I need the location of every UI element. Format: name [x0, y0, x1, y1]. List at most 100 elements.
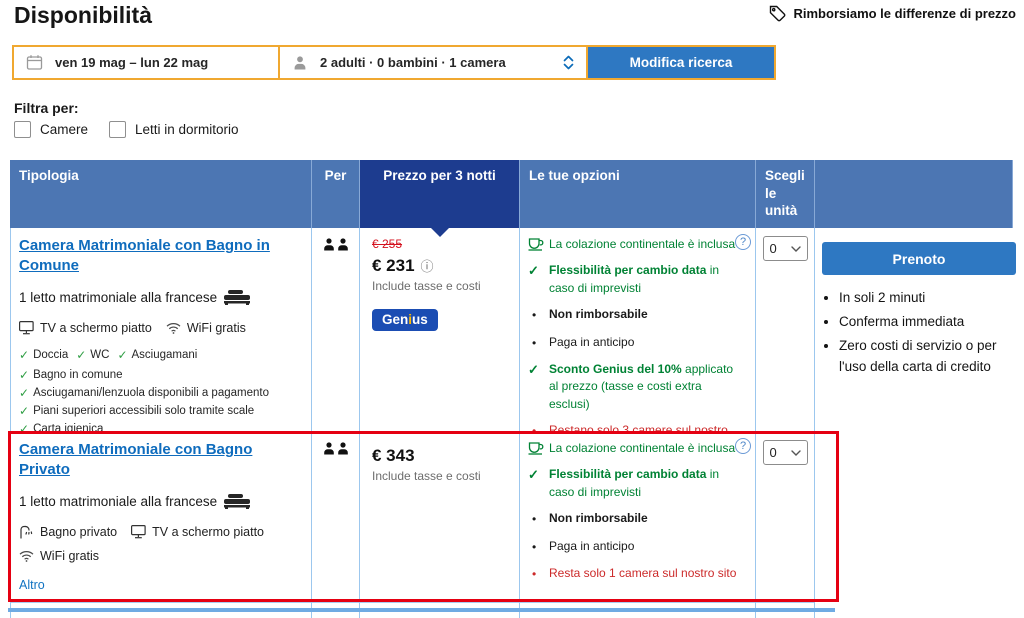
camere-checkbox[interactable] — [14, 121, 31, 138]
room-type-cell: Camera Matrimoniale con Bagno in Comune … — [10, 228, 312, 475]
units-select[interactable]: 0 — [762, 236, 808, 261]
room-table-header: Tipologia Per Prezzo per 3 notti Le tue … — [10, 160, 1013, 228]
occupancy-cell — [312, 432, 360, 603]
book-button[interactable]: Prenoto — [822, 242, 1016, 275]
double-bed-icon — [224, 289, 251, 305]
feature-tv: TV a schermo piatto — [19, 321, 152, 335]
date-range-field[interactable]: ven 19 mag – lun 22 mag — [12, 45, 280, 80]
check-icon: ✓ — [528, 263, 539, 279]
units-cell: 0 — [756, 432, 815, 603]
room-type-cell: Camera Matrimoniale con Bagno Privato 1 … — [10, 432, 312, 603]
room-row-bagno-in-comune: Camera Matrimoniale con Bagno in Comune … — [10, 228, 815, 475]
header-tipologia: Tipologia — [10, 160, 312, 228]
price-note: Include tasse e costi — [372, 469, 481, 483]
chevron-down-icon — [790, 449, 801, 456]
filter-camere[interactable]: Camere — [14, 121, 88, 138]
help-icon[interactable]: ? — [735, 234, 751, 250]
letti-label: Letti in dormitorio — [135, 122, 239, 137]
calendar-icon — [26, 54, 43, 71]
bullet-icon: • — [532, 512, 537, 527]
genius-discount-option: ✓ Sconto Genius del 10% applicato al pre… — [528, 361, 734, 411]
more-link[interactable]: Altro — [19, 577, 45, 592]
bed-info: 1 letto matrimoniale alla francese — [19, 493, 307, 509]
wifi-icon — [19, 550, 34, 562]
page-title: Disponibilità — [14, 2, 152, 28]
room-link-bagno-privato[interactable]: Camera Matrimoniale con Bagno Privato — [19, 441, 253, 479]
modify-search-button[interactable]: Modifica ricerca — [588, 45, 776, 80]
price-cell: € 255 € 231 ⓘ Include tasse e costi Geni… — [360, 228, 520, 475]
camere-label: Camere — [40, 122, 89, 137]
filter-options: Camere Letti in dormitorio — [14, 121, 239, 138]
benefit-item: Conferma immediata — [839, 312, 1016, 333]
feature-line: TV a schermo piatto WiFi gratis — [19, 321, 307, 335]
price-note: Include tasse e costi — [372, 279, 481, 293]
nonrefundable-option: • Non rimborsabile — [528, 306, 737, 324]
price-match-banner: Rimborsiamo le differenze di prezzo — [769, 5, 1017, 22]
booking-benefits: In soli 2 minuti Conferma immediata Zero… — [822, 288, 1016, 378]
prepay-option: • Paga in anticipo — [528, 334, 737, 352]
double-bed-icon — [224, 493, 251, 509]
tv-icon — [131, 524, 146, 539]
filter-label: Filtra per: — [14, 100, 79, 116]
feature-line: WiFi gratis — [19, 549, 307, 563]
bullet-icon: • — [532, 539, 537, 554]
scarcity-warning: • Resta solo 1 camera sul nostro sito — [528, 565, 737, 583]
letti-checkbox[interactable] — [109, 121, 127, 138]
header-opzioni: Le tue opzioni — [520, 160, 756, 228]
flex-option: ✓ Flessibilità per cambio data in caso d… — [528, 467, 720, 499]
help-icon[interactable]: ? — [735, 438, 751, 454]
adult-icon — [323, 442, 335, 455]
info-icon[interactable]: ⓘ — [420, 258, 434, 274]
header-empty — [815, 160, 1013, 228]
bullet-icon: • — [532, 308, 537, 323]
bullet-icon: • — [532, 566, 537, 581]
search-bar: ven 19 mag – lun 22 mag 2 adulti · 0 bam… — [12, 45, 776, 80]
benefit-item: In soli 2 minuti — [839, 288, 1016, 309]
occupancy-field[interactable]: 2 adulti · 0 bambini · 1 camera — [280, 45, 588, 80]
row-divider — [8, 608, 835, 612]
feature-line: Bagno privato TV a schermo piatto — [19, 525, 307, 539]
feature-wifi: WiFi gratis — [166, 321, 246, 335]
header-prezzo: Prezzo per 3 notti — [360, 160, 520, 228]
feature-wifi: WiFi gratis — [19, 549, 99, 563]
price-match-label: Rimborsiamo le differenze di prezzo — [793, 6, 1017, 21]
breakfast-option: La colazione continentale è inclusa — [528, 236, 737, 253]
price-cell: € 343 Include tasse e costi — [360, 432, 520, 603]
genius-badge: Genius — [372, 309, 438, 331]
feature-private-bath: Bagno privato — [19, 525, 117, 539]
date-range-value: ven 19 mag – lun 22 mag — [55, 55, 209, 70]
check-icon: ✓ — [19, 385, 30, 400]
nonrefundable-option: • Non rimborsabile — [528, 510, 737, 528]
amenities: ✓ Doccia ✓ WC ✓ Asciugamani ✓ Bagno in comun… — [19, 347, 269, 436]
coffee-cup-icon — [528, 236, 549, 251]
check-icon: ✓ — [19, 403, 30, 418]
header-per: Per — [312, 160, 360, 228]
occupancy-stepper-icon[interactable] — [563, 55, 574, 70]
bullet-icon: • — [532, 335, 537, 350]
units-select[interactable]: 0 — [762, 440, 808, 465]
price-tag-icon — [769, 5, 786, 22]
flex-option: ✓ Flessibilità per cambio data in caso d… — [528, 263, 720, 295]
check-icon: ✓ — [76, 347, 87, 362]
breakfast-option: La colazione continentale è inclusa — [528, 440, 737, 457]
bed-info: 1 letto matrimoniale alla francese — [19, 289, 307, 305]
occupancy-value: 2 adulti · 0 bambini · 1 camera — [320, 55, 506, 70]
wifi-icon — [166, 322, 181, 334]
check-icon: ✓ — [19, 347, 30, 362]
check-icon: ✓ — [117, 347, 128, 362]
room-link-bagno-in-comune[interactable]: Camera Matrimoniale con Bagno in Comune — [19, 237, 270, 275]
old-price: € 255 — [372, 237, 403, 251]
shower-icon — [19, 525, 34, 539]
tv-icon — [19, 320, 34, 335]
check-icon: ✓ — [528, 467, 539, 483]
person-icon — [292, 55, 308, 71]
check-icon: ✓ — [528, 361, 539, 377]
chevron-down-icon — [790, 245, 801, 252]
filter-letti-dormitorio[interactable]: Letti in dormitorio — [109, 121, 239, 138]
price-column-pointer — [431, 228, 449, 237]
benefit-item: Zero costi di servizio o per l'uso della… — [839, 336, 1016, 378]
room-row-bagno-privato: Camera Matrimoniale con Bagno Privato 1 … — [10, 432, 815, 603]
coffee-cup-icon — [528, 440, 549, 455]
prepay-option: • Paga in anticipo — [528, 538, 737, 556]
